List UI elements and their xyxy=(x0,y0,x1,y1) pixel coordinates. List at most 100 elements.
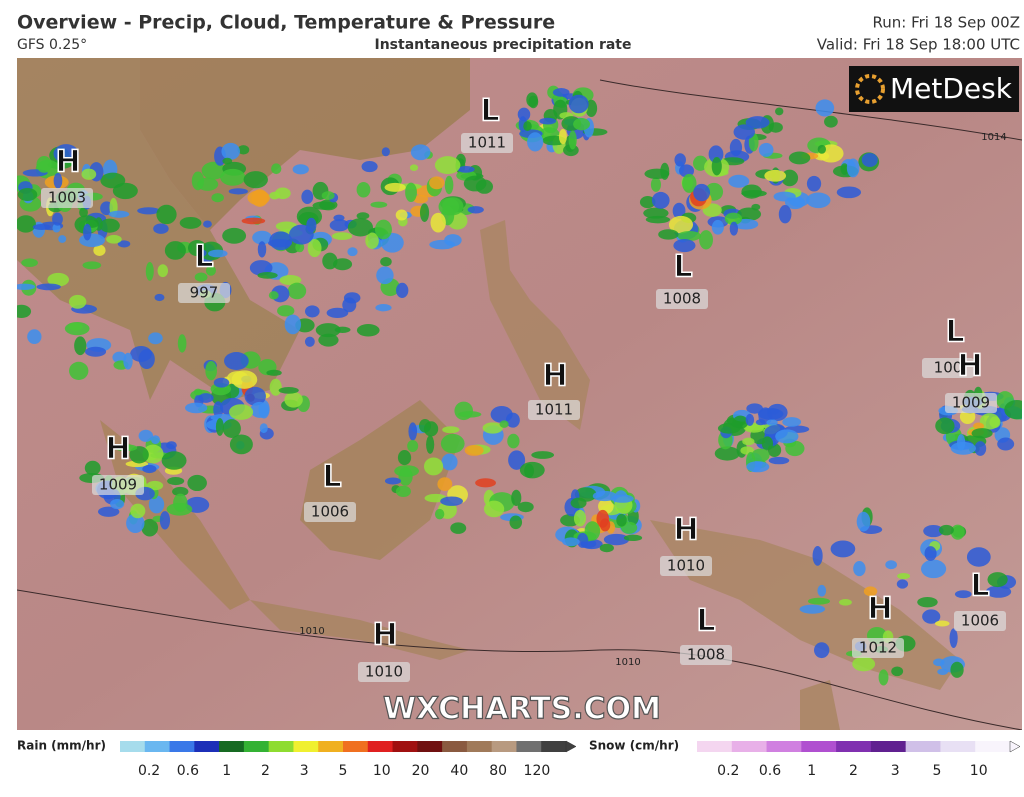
precip-cell xyxy=(251,189,269,207)
logo-box xyxy=(849,66,1019,112)
precip-cell xyxy=(924,546,937,561)
precip-cell xyxy=(396,282,409,299)
legend-swatch xyxy=(697,741,733,752)
precip-cell xyxy=(398,467,413,486)
precip-cell xyxy=(241,217,266,225)
precip-cell xyxy=(179,216,202,229)
precip-cell xyxy=(284,391,303,408)
precip-cell xyxy=(568,94,589,114)
precip-cell xyxy=(361,161,378,173)
precip-cell xyxy=(397,450,412,466)
label-box xyxy=(41,188,93,208)
valid-time: Valid: Fri 18 Sep 18:00 UTC xyxy=(817,36,1020,54)
precip-cell xyxy=(788,151,811,165)
precip-cell xyxy=(259,423,268,434)
pressure-value: 1012 xyxy=(859,639,897,657)
legend-label: 1 xyxy=(222,763,231,779)
pressure-value: 100 xyxy=(934,359,963,377)
precip-cell xyxy=(616,513,627,527)
pressure-value: 1011 xyxy=(468,134,506,152)
precip-cell xyxy=(744,424,764,433)
precip-cell xyxy=(528,95,539,109)
precip-cell xyxy=(891,666,904,677)
legend-swatch xyxy=(731,741,768,752)
legend-swatch xyxy=(417,741,443,752)
legend-swatch xyxy=(975,741,1011,752)
precip-cell xyxy=(84,460,101,476)
precip-cell xyxy=(365,232,379,249)
precip-cell xyxy=(651,191,670,209)
precip-cell xyxy=(846,158,860,178)
legend-label: 1 xyxy=(807,763,816,779)
precip-cell xyxy=(222,227,247,244)
precip-cell xyxy=(861,152,878,168)
legend-swatch xyxy=(442,741,468,752)
precip-cell xyxy=(708,145,724,164)
precip-cell xyxy=(429,176,445,190)
label-box xyxy=(852,638,904,658)
legend-swatch xyxy=(801,741,837,752)
precip-cell xyxy=(711,157,722,176)
pressure-center: L xyxy=(480,94,499,129)
precip-cell xyxy=(112,351,127,364)
precip-cell xyxy=(32,223,51,230)
precip-cell xyxy=(482,422,503,434)
precip-cell xyxy=(211,193,224,203)
precip-cell xyxy=(85,346,107,357)
pressure-center: L xyxy=(194,240,213,275)
precip-cell xyxy=(145,261,154,281)
logo-icon xyxy=(855,74,885,104)
precip-cell xyxy=(304,336,315,347)
precip-cell xyxy=(464,444,484,456)
precip-cell xyxy=(157,264,169,278)
precip-cell xyxy=(343,292,361,304)
precip-cell xyxy=(53,144,79,164)
pressure-value: 1008 xyxy=(687,646,725,664)
precip-cell xyxy=(573,509,587,527)
precip-cell xyxy=(623,534,643,542)
precip-cell xyxy=(935,417,955,435)
legend-swatch xyxy=(268,741,294,752)
precip-cell xyxy=(374,219,392,240)
legend-label: 80 xyxy=(489,763,507,779)
precip-cell xyxy=(289,224,314,245)
precip-cell xyxy=(917,596,938,608)
precip-cell xyxy=(511,489,522,506)
precip-cell xyxy=(187,474,207,492)
legend-swatch xyxy=(367,741,394,752)
precip-cell xyxy=(711,219,724,235)
precip-cell xyxy=(407,439,419,452)
precip-cell xyxy=(611,494,634,503)
precip-cell xyxy=(410,144,431,161)
precip-cell xyxy=(434,508,445,520)
watermark: WXCHARTS.COM xyxy=(383,692,661,727)
legend-label: 120 xyxy=(524,763,551,779)
pressure-center: H xyxy=(542,359,567,394)
precip-cell xyxy=(766,419,778,426)
precip-cell xyxy=(650,177,662,192)
precip-cell xyxy=(146,480,164,491)
precip-cell xyxy=(17,304,32,319)
precip-cell xyxy=(853,560,866,577)
precip-cell xyxy=(673,238,696,253)
precip-cell xyxy=(154,293,165,302)
precip-cell xyxy=(505,412,520,428)
precip-cell xyxy=(201,161,226,180)
precip-cell xyxy=(830,540,856,558)
precip-cell xyxy=(167,477,185,486)
precip-cell xyxy=(507,433,520,449)
precip-cell xyxy=(292,164,309,175)
precip-cell xyxy=(878,669,889,686)
precip-cell xyxy=(674,153,686,167)
precip-cell xyxy=(405,182,417,203)
pressure-center: H xyxy=(372,618,397,653)
isobar-label: 1010 xyxy=(299,626,324,637)
legend-label: 0.2 xyxy=(717,763,739,779)
pressure-value: 1009 xyxy=(952,394,990,412)
precip-cell xyxy=(573,117,591,131)
precip-cell xyxy=(99,218,120,233)
precip-cell xyxy=(950,524,965,540)
precip-cell xyxy=(806,192,831,209)
precip-cell xyxy=(950,441,976,455)
precip-cell xyxy=(148,495,165,514)
